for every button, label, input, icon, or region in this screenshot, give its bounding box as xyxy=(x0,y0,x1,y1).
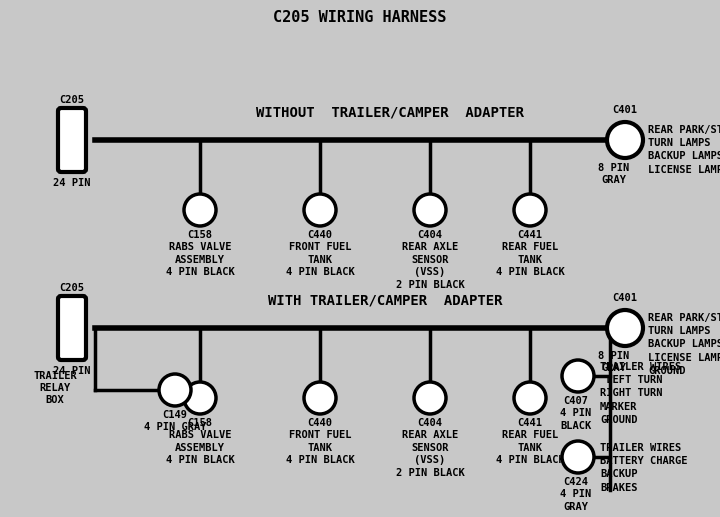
Text: C441
REAR FUEL
TANK
4 PIN BLACK: C441 REAR FUEL TANK 4 PIN BLACK xyxy=(495,418,564,465)
Text: C404
REAR AXLE
SENSOR
(VSS)
2 PIN BLACK: C404 REAR AXLE SENSOR (VSS) 2 PIN BLACK xyxy=(395,418,464,478)
Circle shape xyxy=(514,194,546,226)
Text: REAR PARK/STOP
TURN LAMPS
BACKUP LAMPS
LICENSE LAMPS: REAR PARK/STOP TURN LAMPS BACKUP LAMPS L… xyxy=(648,125,720,175)
Text: C205: C205 xyxy=(60,95,84,105)
Circle shape xyxy=(184,382,216,414)
Text: WITHOUT  TRAILER/CAMPER  ADAPTER: WITHOUT TRAILER/CAMPER ADAPTER xyxy=(256,105,524,119)
Text: C401: C401 xyxy=(613,105,637,115)
Text: C205 WIRING HARNESS: C205 WIRING HARNESS xyxy=(274,10,446,25)
Text: C149
4 PIN GRAY: C149 4 PIN GRAY xyxy=(144,410,206,432)
Text: REAR PARK/STOP
TURN LAMPS
BACKUP LAMPS
LICENSE LAMPS
GROUND: REAR PARK/STOP TURN LAMPS BACKUP LAMPS L… xyxy=(648,313,720,376)
Text: C440
FRONT FUEL
TANK
4 PIN BLACK: C440 FRONT FUEL TANK 4 PIN BLACK xyxy=(286,418,354,465)
Text: C441
REAR FUEL
TANK
4 PIN BLACK: C441 REAR FUEL TANK 4 PIN BLACK xyxy=(495,230,564,277)
Text: TRAILER WIRES
 LEFT TURN
RIGHT TURN
MARKER
GROUND: TRAILER WIRES LEFT TURN RIGHT TURN MARKE… xyxy=(600,362,681,425)
Circle shape xyxy=(562,441,594,473)
Text: C424
4 PIN
GRAY: C424 4 PIN GRAY xyxy=(560,477,592,512)
Text: C440
FRONT FUEL
TANK
4 PIN BLACK: C440 FRONT FUEL TANK 4 PIN BLACK xyxy=(286,230,354,277)
Circle shape xyxy=(562,360,594,392)
Circle shape xyxy=(514,382,546,414)
Circle shape xyxy=(414,194,446,226)
Circle shape xyxy=(414,382,446,414)
Text: C404
REAR AXLE
SENSOR
(VSS)
2 PIN BLACK: C404 REAR AXLE SENSOR (VSS) 2 PIN BLACK xyxy=(395,230,464,290)
Text: 24 PIN: 24 PIN xyxy=(53,178,91,188)
Text: C205: C205 xyxy=(60,283,84,293)
Circle shape xyxy=(607,310,643,346)
Circle shape xyxy=(304,194,336,226)
Text: C158
RABS VALVE
ASSEMBLY
4 PIN BLACK: C158 RABS VALVE ASSEMBLY 4 PIN BLACK xyxy=(166,418,235,465)
Circle shape xyxy=(159,374,191,406)
Text: 24 PIN: 24 PIN xyxy=(53,366,91,376)
Circle shape xyxy=(304,382,336,414)
Text: 8 PIN
GRAY: 8 PIN GRAY xyxy=(598,163,629,186)
Text: C158
RABS VALVE
ASSEMBLY
4 PIN BLACK: C158 RABS VALVE ASSEMBLY 4 PIN BLACK xyxy=(166,230,235,277)
Text: TRAILER WIRES
BATTERY CHARGE
BACKUP
BRAKES: TRAILER WIRES BATTERY CHARGE BACKUP BRAK… xyxy=(600,443,688,493)
Circle shape xyxy=(607,122,643,158)
FancyBboxPatch shape xyxy=(58,108,86,172)
Circle shape xyxy=(184,194,216,226)
Text: 8 PIN
GRAY: 8 PIN GRAY xyxy=(598,351,629,373)
Text: C401: C401 xyxy=(613,293,637,303)
Text: C407
4 PIN
BLACK: C407 4 PIN BLACK xyxy=(560,396,592,431)
FancyBboxPatch shape xyxy=(58,296,86,360)
Text: TRAILER
RELAY
BOX: TRAILER RELAY BOX xyxy=(33,371,77,405)
Text: WITH TRAILER/CAMPER  ADAPTER: WITH TRAILER/CAMPER ADAPTER xyxy=(268,293,503,307)
